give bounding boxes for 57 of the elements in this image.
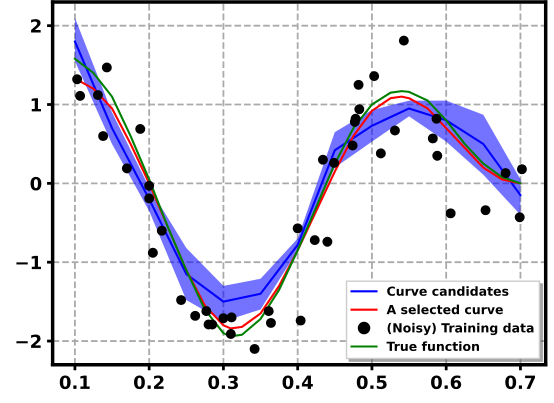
x-tick-label: 0.2 xyxy=(134,375,164,390)
point xyxy=(514,212,525,222)
point xyxy=(310,235,320,246)
y-tick-label: −1 xyxy=(16,256,41,270)
point xyxy=(376,148,386,158)
point xyxy=(354,80,364,90)
legend-label: A selected curve xyxy=(386,304,503,314)
x-tick-label: 0.5 xyxy=(356,375,387,390)
point xyxy=(266,318,276,328)
point xyxy=(446,208,456,218)
x-tick-label: 0.1 xyxy=(60,375,90,390)
point xyxy=(144,180,154,191)
point xyxy=(148,248,158,258)
point xyxy=(428,133,438,144)
point xyxy=(348,140,358,150)
point xyxy=(156,226,167,236)
point xyxy=(329,158,340,168)
point xyxy=(98,131,108,142)
x-tick-label: 0.4 xyxy=(282,375,313,390)
x-tick-label: 0.7 xyxy=(505,375,535,390)
y-tick-label: 1 xyxy=(32,98,41,112)
point xyxy=(354,104,364,114)
y-tick-label: 0 xyxy=(30,176,42,190)
x-tick-label: 0.3 xyxy=(208,375,238,390)
point xyxy=(201,306,212,316)
point xyxy=(218,313,228,324)
x-tick-label: 0.6 xyxy=(431,375,462,390)
point xyxy=(390,126,400,136)
point xyxy=(250,344,260,354)
point xyxy=(190,310,200,321)
point xyxy=(322,236,332,247)
point xyxy=(176,295,186,306)
point xyxy=(75,90,86,101)
point xyxy=(516,164,527,174)
point xyxy=(226,312,237,322)
legend-label: True function xyxy=(386,341,479,352)
point xyxy=(72,74,82,84)
point xyxy=(92,90,103,100)
point xyxy=(480,205,491,216)
point xyxy=(292,223,303,234)
point xyxy=(432,114,442,124)
point xyxy=(102,62,112,72)
point xyxy=(398,36,409,46)
point xyxy=(500,168,511,178)
point xyxy=(296,316,306,326)
point xyxy=(369,71,380,82)
point xyxy=(144,193,154,204)
point xyxy=(432,150,442,161)
y-tick-label: −2 xyxy=(16,334,41,348)
point xyxy=(226,328,236,339)
legend-label: Curve candidates xyxy=(387,286,508,296)
point xyxy=(318,154,328,165)
point xyxy=(264,306,274,316)
y-tick-label: 2 xyxy=(31,19,41,33)
legend-label: (Noisy) Training data xyxy=(388,322,534,336)
point xyxy=(135,124,146,134)
point xyxy=(122,163,132,174)
